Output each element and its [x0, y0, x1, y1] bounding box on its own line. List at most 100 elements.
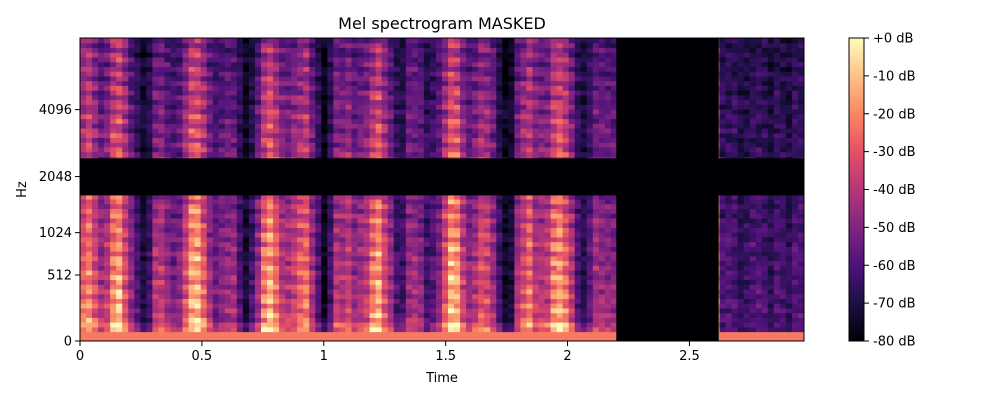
heatmap-cell — [538, 56, 546, 63]
heatmap-cell — [393, 246, 401, 252]
heatmap-cell — [315, 307, 322, 314]
heatmap-cell — [182, 52, 190, 58]
heatmap-cell — [435, 322, 443, 328]
heatmap-cell — [544, 56, 552, 63]
heatmap-cell — [224, 288, 232, 295]
heatmap-cell — [381, 56, 389, 63]
heatmap-cell — [514, 298, 522, 304]
heatmap-cell — [242, 198, 250, 205]
heatmap-cell — [248, 146, 256, 153]
heatmap-cell — [393, 85, 401, 91]
heatmap-cell — [345, 109, 353, 115]
heatmap-cell — [514, 42, 522, 49]
heatmap-cell — [140, 194, 147, 200]
heatmap-cell — [86, 52, 93, 58]
heatmap-cell — [538, 151, 546, 157]
heatmap-cell — [339, 99, 347, 105]
heatmap-cell — [164, 127, 172, 134]
heatmap-cell — [242, 298, 250, 304]
heatmap-cell — [104, 222, 111, 228]
heatmap-cell — [134, 75, 141, 82]
heatmap-cell — [393, 213, 401, 219]
heatmap-cell — [387, 279, 395, 285]
heatmap-cell — [273, 99, 280, 105]
heatmap-cell — [218, 251, 226, 257]
heatmap-cell — [164, 71, 172, 77]
heatmap-cell — [176, 279, 184, 285]
heatmap-cell — [254, 61, 262, 67]
heatmap-cell — [363, 85, 371, 91]
heatmap-cell — [230, 303, 238, 309]
heatmap-cell — [248, 260, 256, 266]
heatmap-cell — [122, 222, 129, 228]
heatmap-cell — [393, 241, 401, 247]
heatmap-cell — [236, 307, 244, 314]
heatmap-cell — [393, 331, 401, 337]
heatmap-cell — [110, 336, 117, 341]
heatmap-cell — [242, 274, 250, 281]
heatmap-cell — [411, 217, 419, 224]
heatmap-cell — [514, 71, 522, 77]
heatmap-cell — [357, 217, 365, 224]
heatmap-cell — [242, 127, 250, 134]
heatmap-cell — [224, 322, 232, 328]
heatmap-cell — [236, 85, 244, 91]
heatmap-cell — [134, 203, 141, 210]
heatmap-cell — [200, 118, 208, 124]
heatmap-cell — [496, 104, 503, 110]
heatmap-cell — [146, 109, 153, 115]
heatmap-cell — [508, 236, 515, 243]
heatmap-cell — [116, 236, 123, 243]
heatmap-cell — [146, 298, 153, 304]
heatmap-cell — [206, 288, 214, 295]
heatmap-cell — [98, 104, 105, 110]
heatmap-cell — [544, 227, 552, 233]
heatmap-cell — [122, 260, 129, 266]
heatmap-cell — [110, 109, 117, 115]
heatmap-cell — [194, 146, 202, 153]
heatmap-cell — [363, 260, 371, 266]
heatmap-cell — [140, 269, 147, 276]
heatmap-cell — [218, 118, 226, 124]
heatmap-cell — [134, 56, 141, 63]
heatmap-cell — [387, 208, 395, 214]
heatmap-cell — [98, 255, 105, 262]
heatmap-cell — [254, 260, 262, 266]
heatmap-cell — [146, 241, 153, 247]
heatmap-cell — [134, 66, 141, 72]
heatmap-cell — [116, 66, 123, 72]
heatmap-cell — [285, 151, 292, 157]
heatmap-cell — [520, 251, 528, 257]
heatmap-cell — [387, 312, 395, 318]
heatmap-cell — [484, 322, 491, 328]
heatmap-cell — [351, 109, 359, 115]
heatmap-cell — [544, 104, 552, 110]
heatmap-cell — [92, 217, 99, 224]
heatmap-cell — [218, 312, 226, 318]
heatmap-cell — [279, 326, 286, 333]
heatmap-cell — [80, 56, 87, 63]
heatmap-cell — [345, 241, 353, 247]
heatmap-cell — [423, 61, 431, 67]
heatmap-cell — [448, 132, 455, 139]
heatmap-cell — [466, 123, 473, 129]
heatmap-cell — [502, 269, 509, 276]
heatmap-cell — [327, 265, 334, 271]
heatmap-cell — [254, 222, 262, 228]
heatmap-cell — [538, 336, 546, 341]
heatmap-cell — [182, 293, 190, 299]
heatmap-cell — [442, 137, 449, 143]
heatmap-cell — [472, 217, 479, 224]
heatmap-cell — [122, 198, 129, 205]
heatmap-cell — [381, 113, 389, 120]
heatmap-cell — [345, 42, 353, 49]
heatmap-cell — [297, 222, 304, 228]
heatmap-cell — [309, 284, 316, 290]
heatmap-cell — [375, 217, 383, 224]
heatmap-cell — [122, 246, 129, 252]
heatmap-cell — [224, 217, 232, 224]
heatmap-cell — [315, 322, 322, 328]
heatmap-cell — [490, 288, 497, 295]
heatmap-cell — [381, 236, 389, 243]
heatmap-cell — [321, 109, 328, 115]
